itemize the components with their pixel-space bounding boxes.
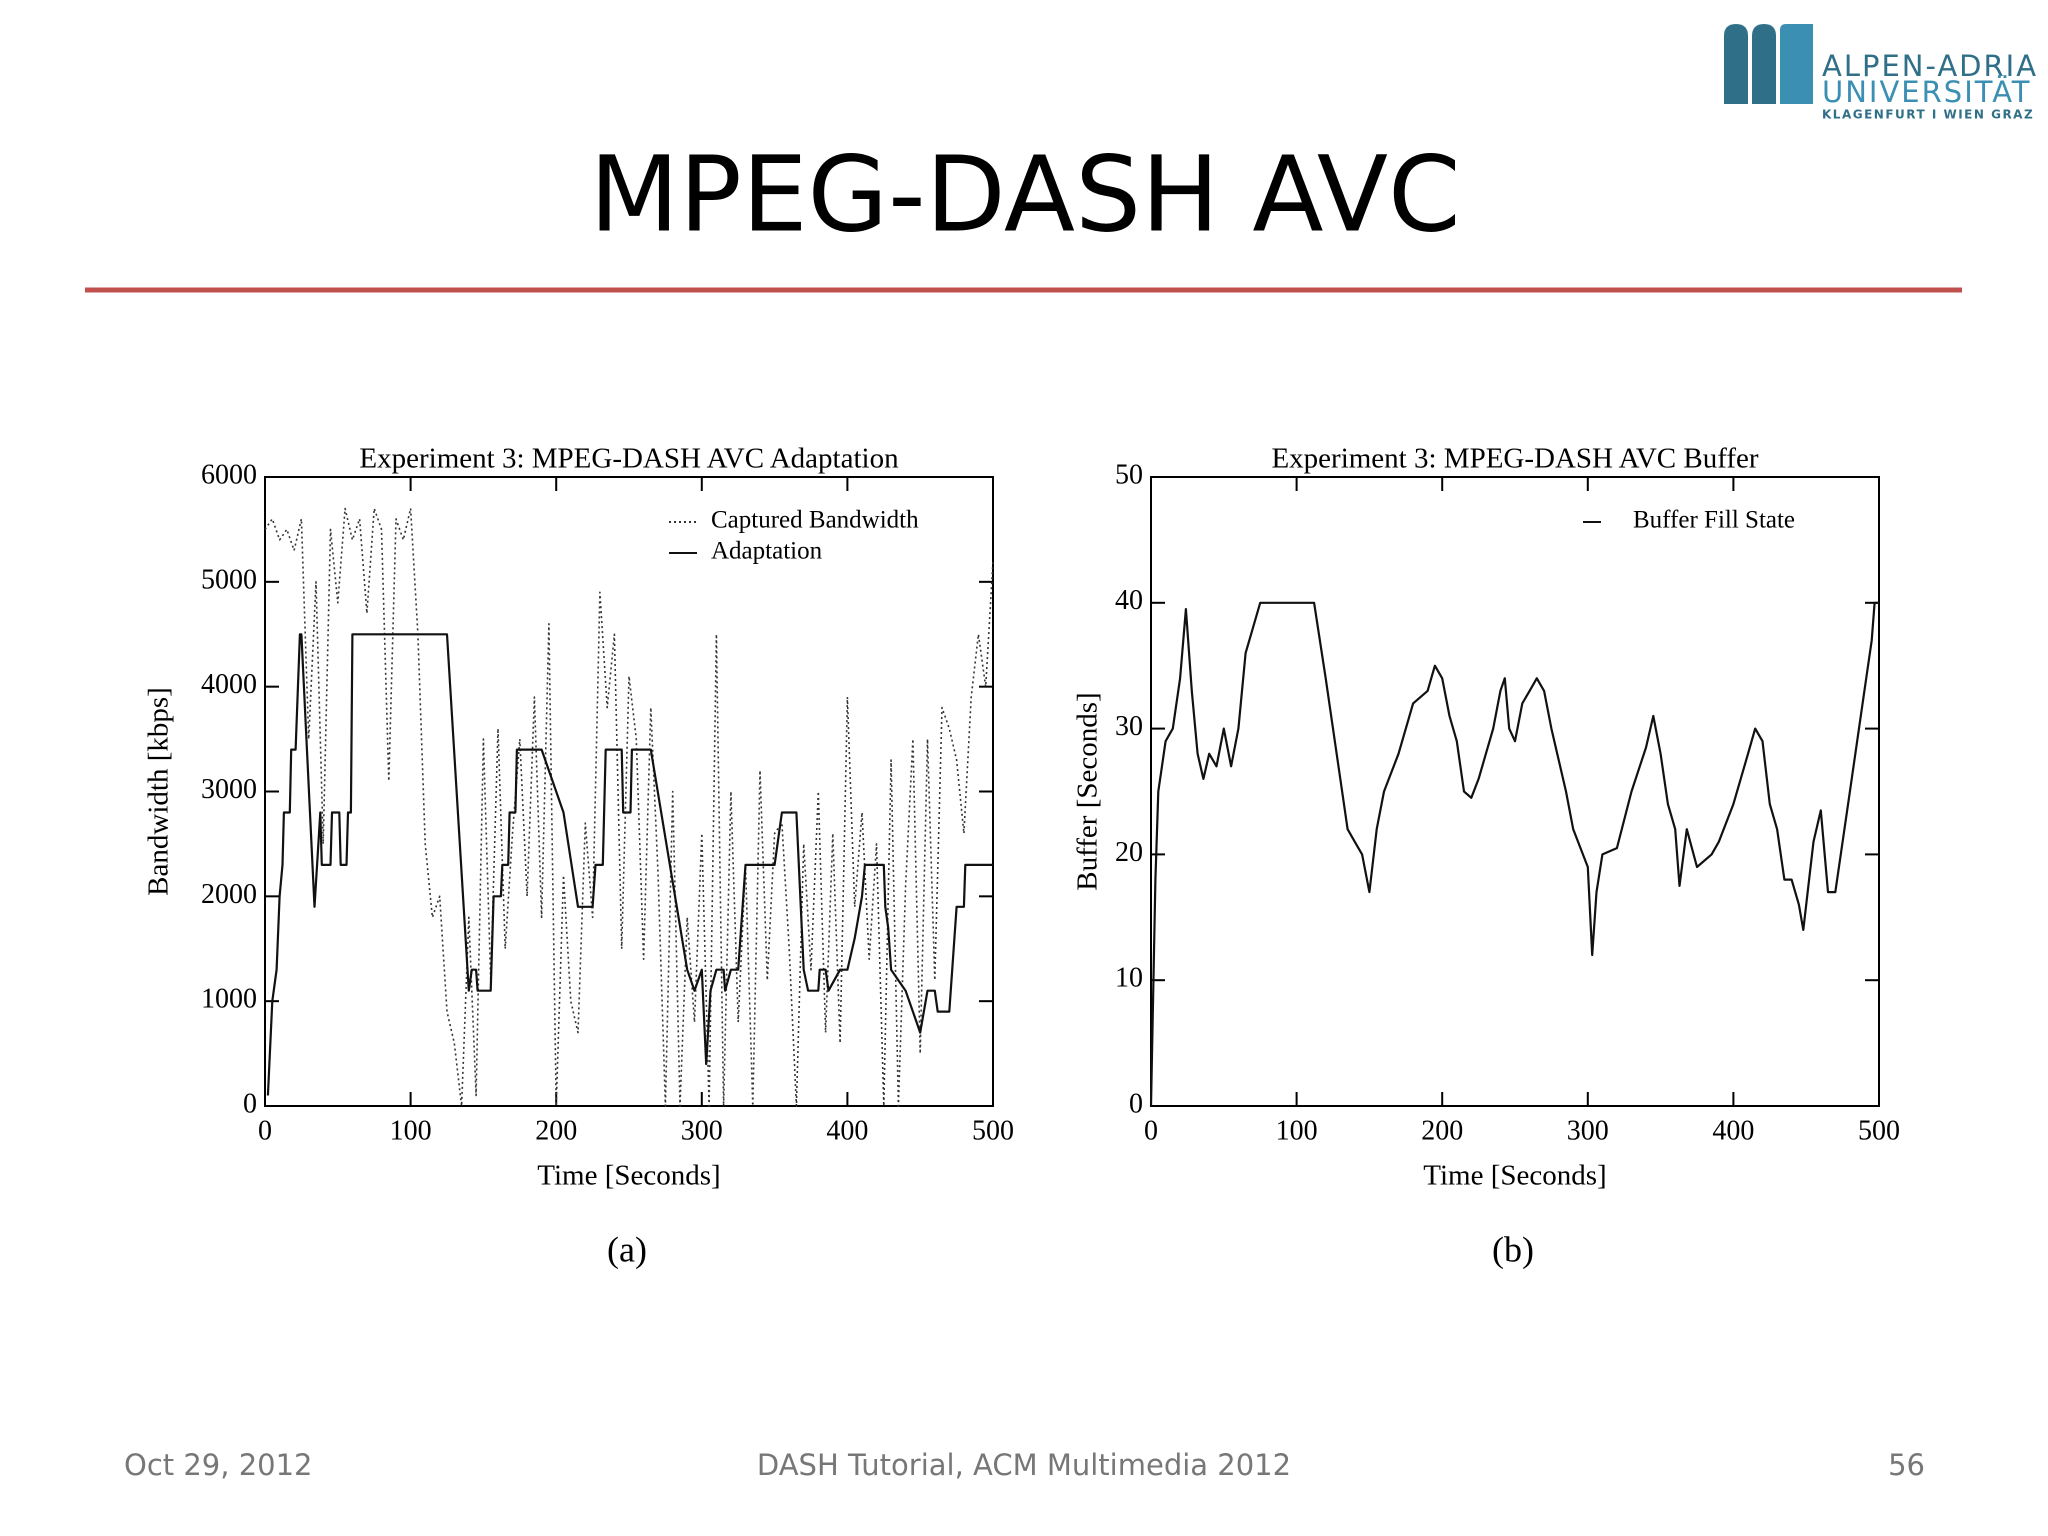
x-tick-label: 400 — [826, 1115, 868, 1146]
x-tick-label: 0 — [1144, 1115, 1158, 1146]
logo-text: UNIVERSITÄT — [1822, 75, 2032, 109]
x-tick-label: 0 — [258, 1115, 272, 1146]
y-tick-label: 20 — [1115, 837, 1143, 868]
footer-page: 56 — [1888, 1448, 1925, 1482]
y-tick-label: 1000 — [201, 984, 257, 1015]
x-axis-label: Time [Seconds] — [537, 1160, 720, 1192]
logo-text: ALPEN-ADRIA — [1822, 49, 2038, 83]
y-tick-label: 30 — [1115, 711, 1143, 742]
y-tick-label: 5000 — [201, 564, 257, 595]
y-tick-label: 4000 — [201, 669, 257, 700]
logo-text: KLAGENFURT I WIEN GRAZ — [1822, 108, 2034, 122]
caption: (b) — [1492, 1229, 1534, 1269]
data-line — [1149, 601, 1879, 1107]
legend-label: Adaptation — [711, 538, 823, 565]
footer-date: Oct 29, 2012 — [124, 1448, 313, 1482]
y-tick-label: 50 — [1115, 459, 1143, 490]
plot-frame — [1150, 476, 1880, 1107]
x-tick-label: 500 — [1858, 1115, 1900, 1146]
legend-label: Buffer Fill State — [1633, 507, 1795, 534]
chart-title: Experiment 3: MPEG-DASH AVC Buffer — [1271, 443, 1758, 475]
y-tick-label: 2000 — [201, 879, 257, 910]
y-tick-label: 6000 — [201, 459, 257, 490]
y-axis-label: Buffer [Seconds] — [1072, 692, 1104, 890]
y-tick-label: 40 — [1115, 585, 1143, 616]
x-tick-label: 100 — [390, 1115, 432, 1146]
slide-title: MPEG-DASH AVC — [589, 133, 1460, 255]
caption: (a) — [607, 1229, 647, 1269]
data-line — [266, 633, 993, 1096]
y-axis-label: Bandwidth [kbps] — [143, 687, 175, 896]
logo: ALPEN-ADRIA UNIVERSITÄT KLAGENFURT I WIE… — [1724, 24, 2038, 122]
x-tick-label: 300 — [1567, 1115, 1609, 1146]
x-tick-label: 400 — [1712, 1115, 1754, 1146]
legend-label: Captured Bandwidth — [711, 507, 919, 534]
logo-arch — [1752, 24, 1776, 104]
chart-title: Experiment 3: MPEG-DASH AVC Adaptation — [359, 443, 899, 475]
footer-text: DASH Tutorial, ACM Multimedia 2012 — [757, 1448, 1291, 1482]
x-tick-label: 100 — [1276, 1115, 1318, 1146]
x-tick-label: 500 — [972, 1115, 1014, 1146]
y-tick-label: 0 — [1129, 1088, 1143, 1119]
x-tick-label: 200 — [1421, 1115, 1463, 1146]
y-tick-label: 10 — [1115, 963, 1143, 994]
x-tick-label: 300 — [681, 1115, 723, 1146]
logo-arch — [1724, 24, 1748, 104]
logo-arch — [1780, 24, 1813, 104]
charts: 0 100 200 300 400 500010002000300040005000600… — [143, 443, 1900, 1270]
x-axis-label: Time [Seconds] — [1423, 1160, 1606, 1192]
y-tick-label: 3000 — [201, 774, 257, 805]
x-tick-label: 200 — [535, 1115, 577, 1146]
y-tick-label: 0 — [243, 1088, 257, 1119]
